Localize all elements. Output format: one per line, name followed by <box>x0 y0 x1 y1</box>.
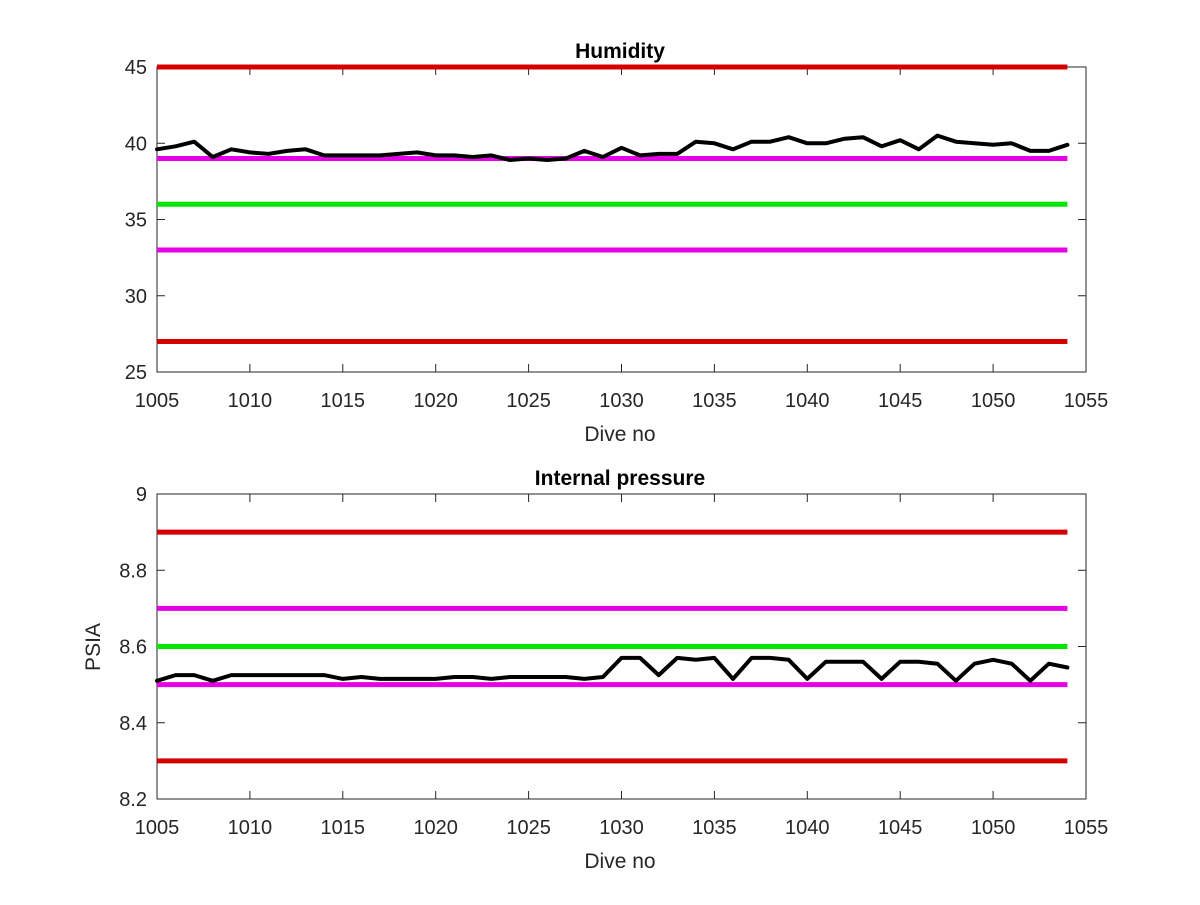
internal-pressure-chart: Internal pressure Dive no PSIA 1005 1010 1… <box>82 467 1108 873</box>
x-tick-label: 1010 <box>228 390 273 412</box>
x-tick-label: 1005 <box>135 817 180 839</box>
x-tick-label: 1040 <box>785 817 830 839</box>
x-tick-label: 1050 <box>971 390 1016 412</box>
x-tick-label: 1010 <box>228 817 273 839</box>
x-axis-label: Dive no <box>584 423 655 446</box>
y-axis-label: PSIA <box>82 623 105 671</box>
x-tick-label: 1030 <box>599 817 644 839</box>
x-tick-label: 1045 <box>878 817 923 839</box>
x-tick-label: 1015 <box>321 817 366 839</box>
x-tick-label: 1025 <box>506 817 551 839</box>
chart-title: Internal pressure <box>535 467 705 490</box>
y-tick-label: 8.2 <box>119 789 147 811</box>
y-tick-label: 9 <box>136 484 147 506</box>
x-axis-label: Dive no <box>584 850 655 873</box>
y-tick-label: 8.4 <box>119 713 147 735</box>
y-tick-label: 25 <box>125 362 147 384</box>
series-line <box>155 655 1070 683</box>
y-tick-label: 30 <box>125 286 147 308</box>
x-tick-label: 1040 <box>785 390 830 412</box>
chart-title: Humidity <box>575 40 665 63</box>
x-tick-label: 1055 <box>1064 817 1109 839</box>
x-tick-label: 1035 <box>692 390 737 412</box>
x-tick-label: 1050 <box>971 817 1016 839</box>
y-tick-label: 45 <box>125 57 147 79</box>
x-tick-label: 1055 <box>1064 390 1109 412</box>
x-tick-label: 1030 <box>599 390 644 412</box>
y-tick-label: 35 <box>125 210 147 232</box>
x-tick-label: 1045 <box>878 390 923 412</box>
x-tick-label: 1035 <box>692 817 737 839</box>
x-tick-label: 1020 <box>413 390 458 412</box>
series-line <box>155 133 1070 162</box>
x-tick-label: 1005 <box>135 390 180 412</box>
y-tick-label: 40 <box>125 133 147 155</box>
x-tick-label: 1015 <box>321 390 366 412</box>
x-tick-label: 1020 <box>413 817 458 839</box>
x-tick-label: 1025 <box>506 390 551 412</box>
y-tick-label: 8.6 <box>119 637 147 659</box>
humidity-chart: Humidity Dive no 1005 1010 1015 1020 1025 103… <box>125 40 1109 446</box>
y-tick-label: 8.8 <box>119 560 147 582</box>
